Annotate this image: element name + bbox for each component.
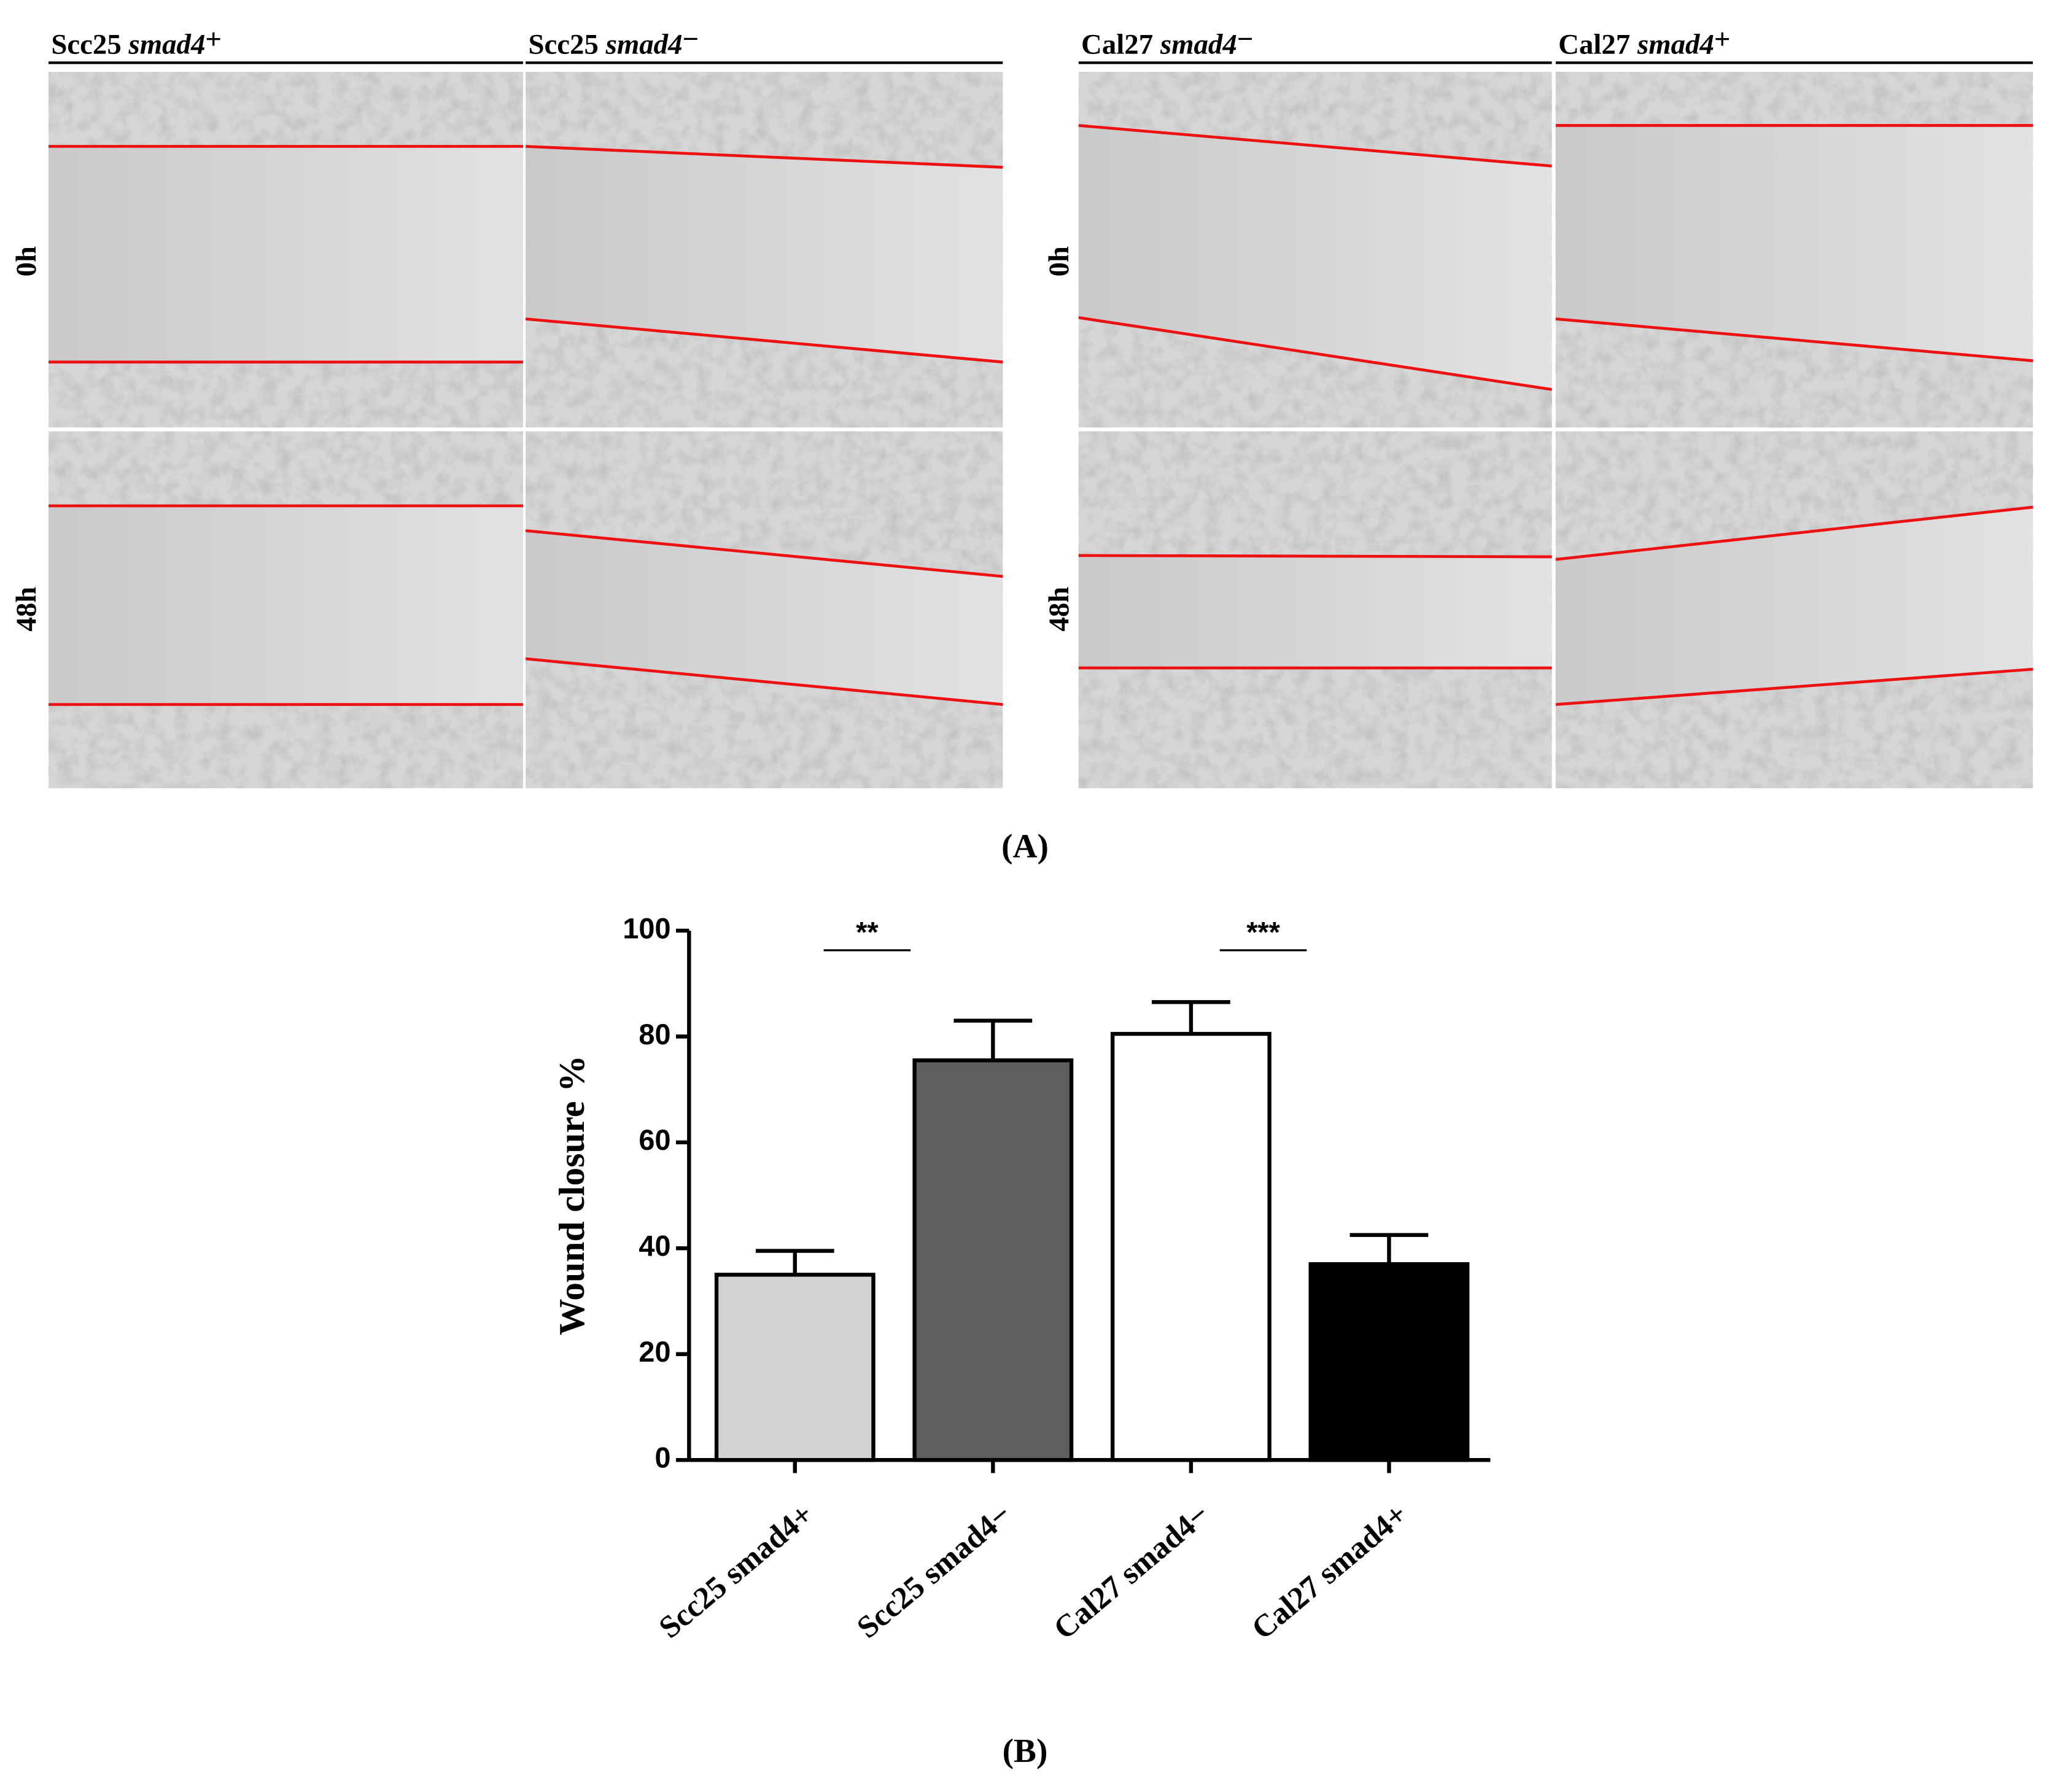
y-tick-label: 100 [623,912,670,944]
y-tick-label: 20 [639,1336,670,1368]
x-tick-label: Scc25 smad4− [850,1497,1018,1645]
row-label: 48h [1043,587,1075,632]
panel-b: 0 20 40 60 80 100 Wound closure % Scc25 smad4+ S… [551,912,1491,1647]
wound-gap [526,146,1003,362]
y-axis-title: Wound closure % [551,1055,592,1335]
wound-gap [49,146,523,362]
bar [714,1273,876,1462]
wound-edge [1078,316,1552,391]
wound-edge [1555,505,2033,561]
significance-label: *** [1246,917,1280,948]
y-tick-label: 0 [654,1442,670,1474]
bar [1308,1262,1470,1462]
row-label: 0h [1043,246,1075,276]
wound-gap [1555,125,2033,361]
x-tick-label: Cal27 smad4+ [1245,1497,1414,1647]
y-tick-label: 40 [639,1230,670,1262]
panel-a: Scc25 smad4+ Scc25 smad4− Cal27 smad4− Cal2… [10,23,2033,788]
y-tick-label: 80 [639,1018,670,1050]
significance-label: ** [856,917,879,948]
gene: smad4 [605,28,683,60]
wound-edge [525,317,1003,364]
wound-edge [1555,317,2033,362]
sign: + [205,23,222,55]
column-header: Scc25 smad4+ [51,23,222,61]
row-label: 0h [10,246,42,276]
wound-edge [1555,667,2033,706]
wound-edge [1078,554,1552,559]
column-header: Cal27 smad4+ [1558,23,1730,61]
cell-line: Cal27 [1558,28,1630,60]
x-tick-label: Cal27 smad4− [1047,1497,1216,1647]
gene: smad4 [1637,28,1714,60]
column-header: Cal27 smad4− [1081,23,1253,61]
wound-edge [526,145,1003,169]
column-header: Scc25 smad4− [528,23,699,61]
wound-gap [1078,125,1552,390]
gene: smad4 [128,28,205,60]
sign: − [683,23,699,55]
y-tick-label: 60 [639,1124,670,1156]
wound-edge [525,657,1003,706]
wound-gap [49,505,523,705]
cell-line: Scc25 [528,28,598,60]
gene: smad4 [1160,28,1237,60]
wound-edge [1078,124,1552,168]
x-tick-label: Scc25 smad4+ [653,1497,820,1645]
sign: − [1237,23,1254,55]
wound-gap [1078,555,1552,668]
wound-edge [525,529,1003,578]
wound-gap [1555,507,2033,705]
wound-gap [526,530,1003,705]
cell-line: Cal27 [1081,28,1153,60]
sign: + [1714,23,1731,55]
panel-label: (B) [1003,1732,1048,1769]
cell-line: Scc25 [51,28,121,60]
bar [912,1058,1074,1462]
panel-label: (A) [1001,828,1049,865]
row-label: 48h [10,587,42,632]
bar [1110,1031,1272,1462]
